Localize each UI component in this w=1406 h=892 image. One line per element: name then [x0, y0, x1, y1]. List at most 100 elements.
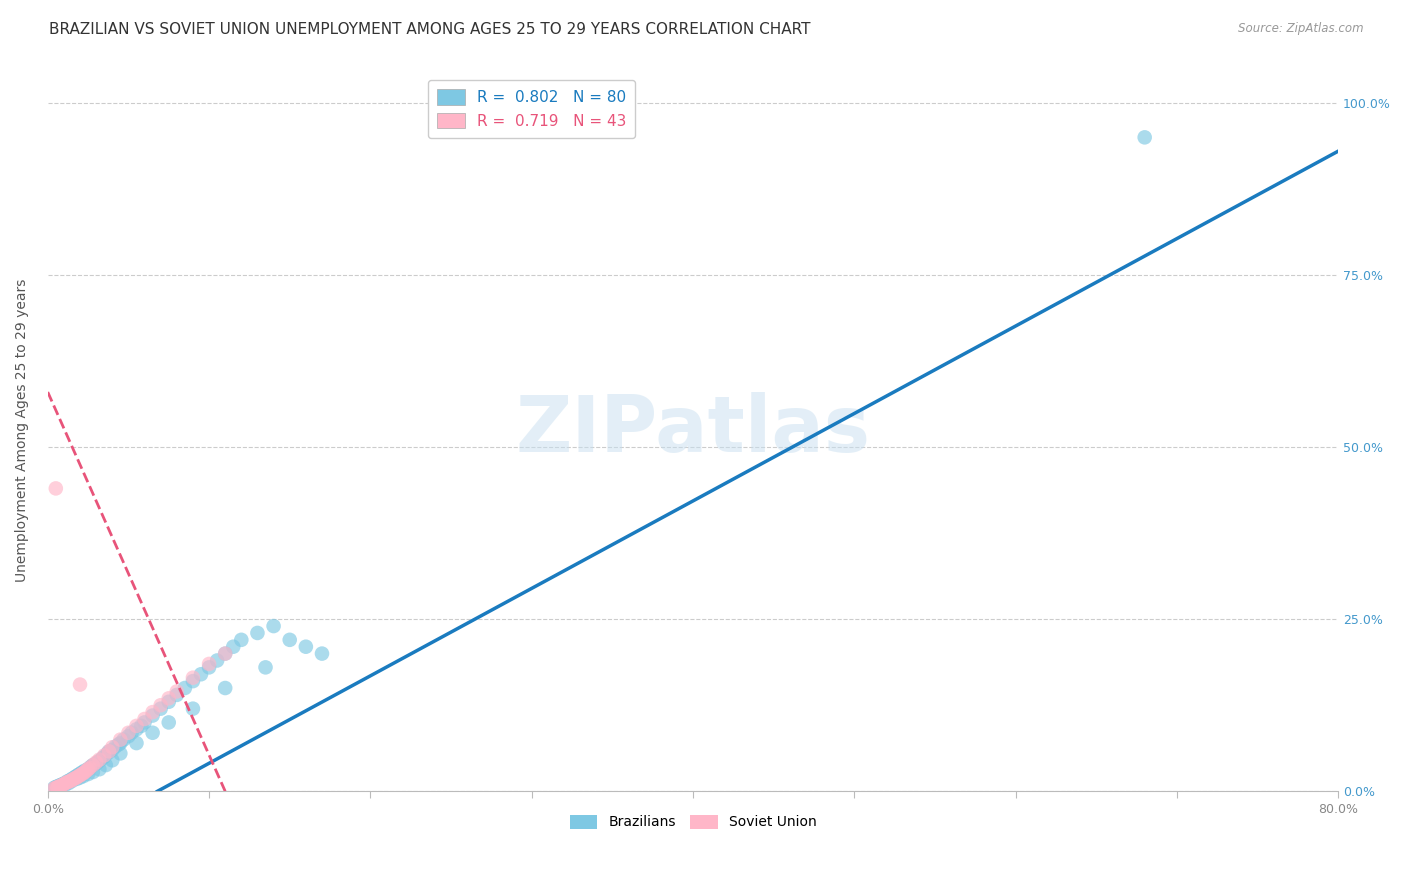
Brazilians: [45, 780, 67, 794]
Brazilians: [48, 780, 70, 794]
Soviet Union: [62, 772, 84, 786]
Soviet Union: [166, 684, 188, 698]
Soviet Union: [69, 677, 91, 691]
Soviet Union: [214, 647, 236, 661]
Soviet Union: [84, 756, 107, 770]
Brazilians: [51, 779, 73, 793]
Brazilians: [80, 759, 103, 773]
Brazilians: [246, 626, 269, 640]
Brazilians: [104, 739, 127, 754]
Brazilians: [166, 688, 188, 702]
Brazilians: [222, 640, 245, 654]
Soviet Union: [89, 753, 111, 767]
Text: BRAZILIAN VS SOVIET UNION UNEMPLOYMENT AMONG AGES 25 TO 29 YEARS CORRELATION CHA: BRAZILIAN VS SOVIET UNION UNEMPLOYMENT A…: [49, 22, 811, 37]
Soviet Union: [98, 744, 121, 758]
Soviet Union: [82, 758, 104, 772]
Brazilians: [1133, 130, 1156, 145]
Brazilians: [70, 765, 93, 780]
Brazilians: [44, 780, 66, 795]
Brazilians: [205, 653, 228, 667]
Brazilians: [198, 660, 221, 674]
Soviet Union: [117, 725, 139, 739]
Brazilians: [131, 719, 153, 733]
Brazilians: [142, 725, 165, 739]
Soviet Union: [70, 767, 93, 781]
Soviet Union: [198, 657, 221, 671]
Brazilians: [96, 747, 118, 761]
Brazilians: [263, 619, 285, 633]
Brazilians: [121, 725, 143, 739]
Brazilians: [311, 647, 333, 661]
Brazilians: [60, 773, 83, 788]
Brazilians: [51, 777, 73, 791]
Brazilians: [117, 729, 139, 743]
Brazilians: [295, 640, 318, 654]
Brazilians: [93, 749, 115, 764]
Soviet Union: [73, 764, 96, 779]
Brazilians: [55, 776, 77, 790]
Brazilians: [46, 780, 69, 794]
Brazilians: [89, 754, 111, 768]
Brazilians: [66, 769, 89, 783]
Soviet Union: [58, 774, 80, 789]
Soviet Union: [51, 778, 73, 792]
Soviet Union: [134, 712, 156, 726]
Brazilians: [72, 764, 94, 779]
Soviet Union: [66, 771, 89, 785]
Brazilians: [173, 681, 195, 695]
Soviet Union: [72, 766, 94, 780]
Brazilians: [45, 781, 67, 796]
Soviet Union: [45, 780, 67, 795]
Brazilians: [125, 736, 148, 750]
Brazilians: [112, 732, 135, 747]
Soviet Union: [44, 781, 66, 796]
Text: Source: ZipAtlas.com: Source: ZipAtlas.com: [1239, 22, 1364, 36]
Brazilians: [77, 767, 100, 781]
Brazilians: [278, 632, 301, 647]
Brazilians: [87, 756, 110, 770]
Brazilians: [63, 770, 86, 784]
Brazilians: [55, 777, 77, 791]
Soviet Union: [69, 768, 91, 782]
Brazilians: [59, 773, 82, 788]
Brazilians: [82, 758, 104, 772]
Brazilians: [62, 771, 84, 785]
Brazilians: [254, 660, 277, 674]
Brazilians: [73, 764, 96, 778]
Brazilians: [69, 771, 91, 785]
Brazilians: [60, 772, 83, 786]
Brazilians: [66, 772, 89, 786]
Brazilians: [107, 738, 129, 752]
Brazilians: [181, 674, 204, 689]
Brazilians: [69, 767, 91, 781]
Soviet Union: [55, 776, 77, 790]
Brazilians: [89, 762, 111, 776]
Brazilians: [58, 776, 80, 790]
Brazilians: [84, 756, 107, 771]
Brazilians: [110, 747, 132, 761]
Soviet Union: [110, 732, 132, 747]
Brazilians: [77, 762, 100, 776]
Soviet Union: [93, 748, 115, 763]
Brazilians: [58, 773, 80, 788]
Brazilians: [72, 769, 94, 783]
Brazilians: [231, 632, 253, 647]
Brazilians: [56, 774, 79, 789]
Soviet Union: [149, 698, 172, 713]
Soviet Union: [101, 740, 124, 755]
Brazilians: [157, 695, 180, 709]
Brazilians: [67, 768, 90, 782]
Brazilians: [101, 743, 124, 757]
Soviet Union: [60, 773, 83, 788]
Soviet Union: [56, 775, 79, 789]
Soviet Union: [157, 691, 180, 706]
Brazilians: [190, 667, 212, 681]
Brazilians: [214, 647, 236, 661]
Brazilians: [101, 753, 124, 767]
Brazilians: [82, 764, 104, 779]
Brazilians: [48, 779, 70, 793]
Brazilians: [134, 715, 156, 730]
Brazilians: [98, 744, 121, 758]
Brazilians: [157, 715, 180, 730]
Soviet Union: [75, 764, 97, 778]
